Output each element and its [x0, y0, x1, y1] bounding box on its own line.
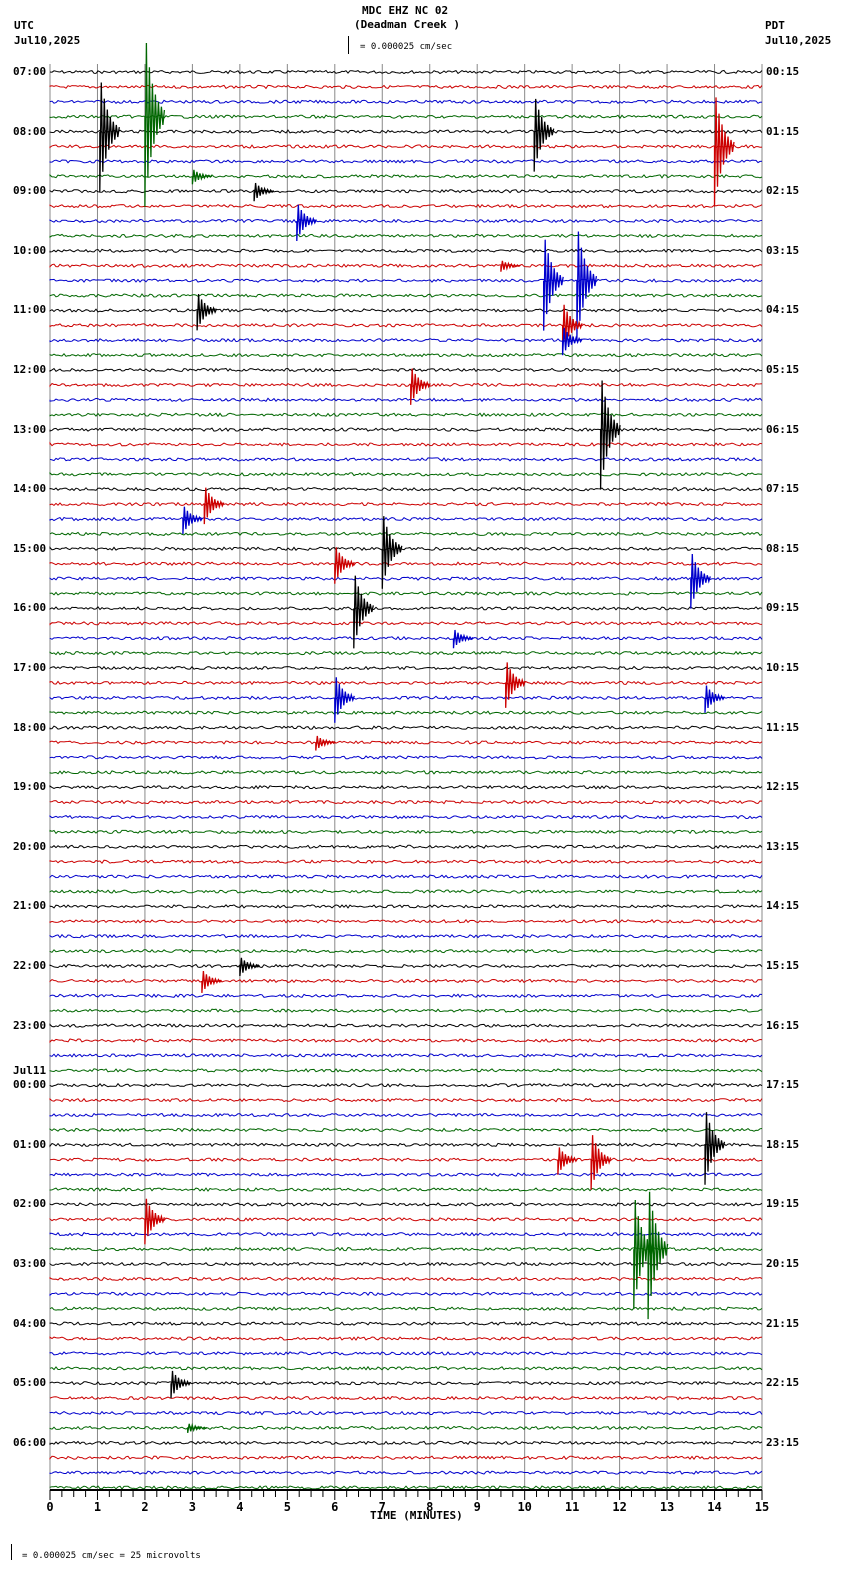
- x-tick-label: 10: [517, 1500, 531, 1514]
- utc-hour-label: 09:00: [13, 184, 47, 198]
- x-axis-label: TIME (MINUTES): [370, 1509, 463, 1522]
- pdt-hour-label: 14:15: [766, 899, 800, 913]
- utc-hour-label: 06:00: [13, 1435, 47, 1449]
- pdt-hour-label: 13:15: [766, 839, 800, 853]
- x-tick-label: 6: [331, 1500, 338, 1514]
- pdt-hour-label: 04:15: [766, 303, 800, 317]
- date-change-label: Jul11: [13, 1064, 47, 1078]
- pdt-hour-label: 20:15: [766, 1257, 800, 1270]
- utc-hour-label: 10:00: [13, 243, 47, 257]
- pdt-hour-label: 10:15: [766, 661, 800, 674]
- pdt-hour-label: 21:15: [766, 1316, 800, 1330]
- pdt-hour-label: 02:15: [766, 184, 800, 198]
- x-tick-label: 7: [379, 1500, 386, 1514]
- x-tick-label: 5: [284, 1500, 291, 1514]
- left-date: Jul10,2025: [14, 34, 81, 47]
- left-timezone: UTC: [14, 19, 34, 32]
- pdt-hour-label: 15:15: [766, 959, 800, 972]
- pdt-hour-label: 18:15: [766, 1137, 800, 1151]
- station-subtitle: (Deadman Creek ): [354, 18, 460, 31]
- pdt-hour-label: 17:15: [766, 1078, 800, 1092]
- x-tick-label: 15: [755, 1500, 769, 1514]
- footer-scale-note: = 0.000025 cm/sec = 25 microvolts: [22, 1551, 201, 1561]
- utc-hour-label: 14:00: [13, 482, 47, 496]
- pdt-hour-label: 19:15: [766, 1197, 800, 1211]
- pdt-hour-label: 01:15: [766, 124, 800, 138]
- utc-hour-label: 03:00: [13, 1257, 47, 1270]
- utc-hour-label: 15:00: [13, 541, 47, 555]
- x-tick-label: 12: [612, 1500, 626, 1514]
- utc-hour-label: 23:00: [13, 1018, 47, 1032]
- scale-label: = 0.000025 cm/sec: [360, 42, 453, 52]
- pdt-hour-label: 12:15: [766, 780, 800, 794]
- x-tick-label: 3: [189, 1500, 196, 1514]
- pdt-hour-label: 05:15: [766, 363, 800, 376]
- pdt-hour-label: 22:15: [766, 1376, 800, 1390]
- x-tick-label: 11: [565, 1500, 579, 1514]
- utc-hour-label: 16:00: [13, 601, 47, 615]
- utc-hour-label: 20:00: [13, 839, 47, 853]
- pdt-hour-label: 03:15: [766, 243, 800, 257]
- x-tick-label: 0: [46, 1500, 53, 1514]
- utc-hour-label: 18:00: [13, 720, 47, 734]
- pdt-hour-label: 06:15: [766, 422, 800, 436]
- right-date: Jul10,2025: [765, 34, 832, 47]
- x-tick-label: 4: [236, 1500, 243, 1514]
- x-tick-label: 8: [426, 1500, 433, 1514]
- pdt-hour-label: 09:15: [766, 601, 800, 615]
- utc-hour-label: 07:00: [13, 65, 47, 78]
- pdt-hour-label: 07:15: [766, 482, 800, 496]
- utc-hour-label: 22:00: [13, 959, 47, 972]
- utc-hour-label: 00:00: [13, 1078, 47, 1092]
- x-tick-label: 2: [141, 1500, 148, 1514]
- pdt-hour-label: 08:15: [766, 541, 800, 555]
- utc-hour-label: 21:00: [13, 899, 47, 913]
- right-timezone: PDT: [765, 19, 785, 32]
- station-title: MDC EHZ NC 02: [362, 4, 449, 17]
- pdt-hour-label: 16:15: [766, 1018, 800, 1032]
- x-tick-label: 1: [94, 1500, 101, 1514]
- scale-bar-icon: [348, 36, 355, 54]
- utc-hour-label: 05:00: [13, 1376, 47, 1390]
- utc-hour-label: 02:00: [13, 1197, 47, 1211]
- utc-hour-label: 12:00: [13, 363, 47, 376]
- utc-hour-label: 19:00: [13, 780, 47, 794]
- utc-hour-label: 04:00: [13, 1316, 47, 1330]
- x-tick-label: 9: [474, 1500, 481, 1514]
- utc-hour-label: 08:00: [13, 124, 47, 138]
- pdt-hour-label: 11:15: [766, 720, 800, 734]
- x-tick-label: 13: [660, 1500, 674, 1514]
- x-tick-label: 14: [707, 1500, 721, 1514]
- pdt-hour-label: 00:15: [766, 65, 800, 78]
- utc-hour-label: 01:00: [13, 1137, 47, 1151]
- utc-hour-label: 11:00: [13, 303, 47, 317]
- scale-bar-footer-icon: [11, 1544, 18, 1560]
- pdt-hour-label: 23:15: [766, 1435, 800, 1449]
- utc-hour-label: 17:00: [13, 661, 47, 674]
- utc-hour-label: 13:00: [13, 422, 47, 436]
